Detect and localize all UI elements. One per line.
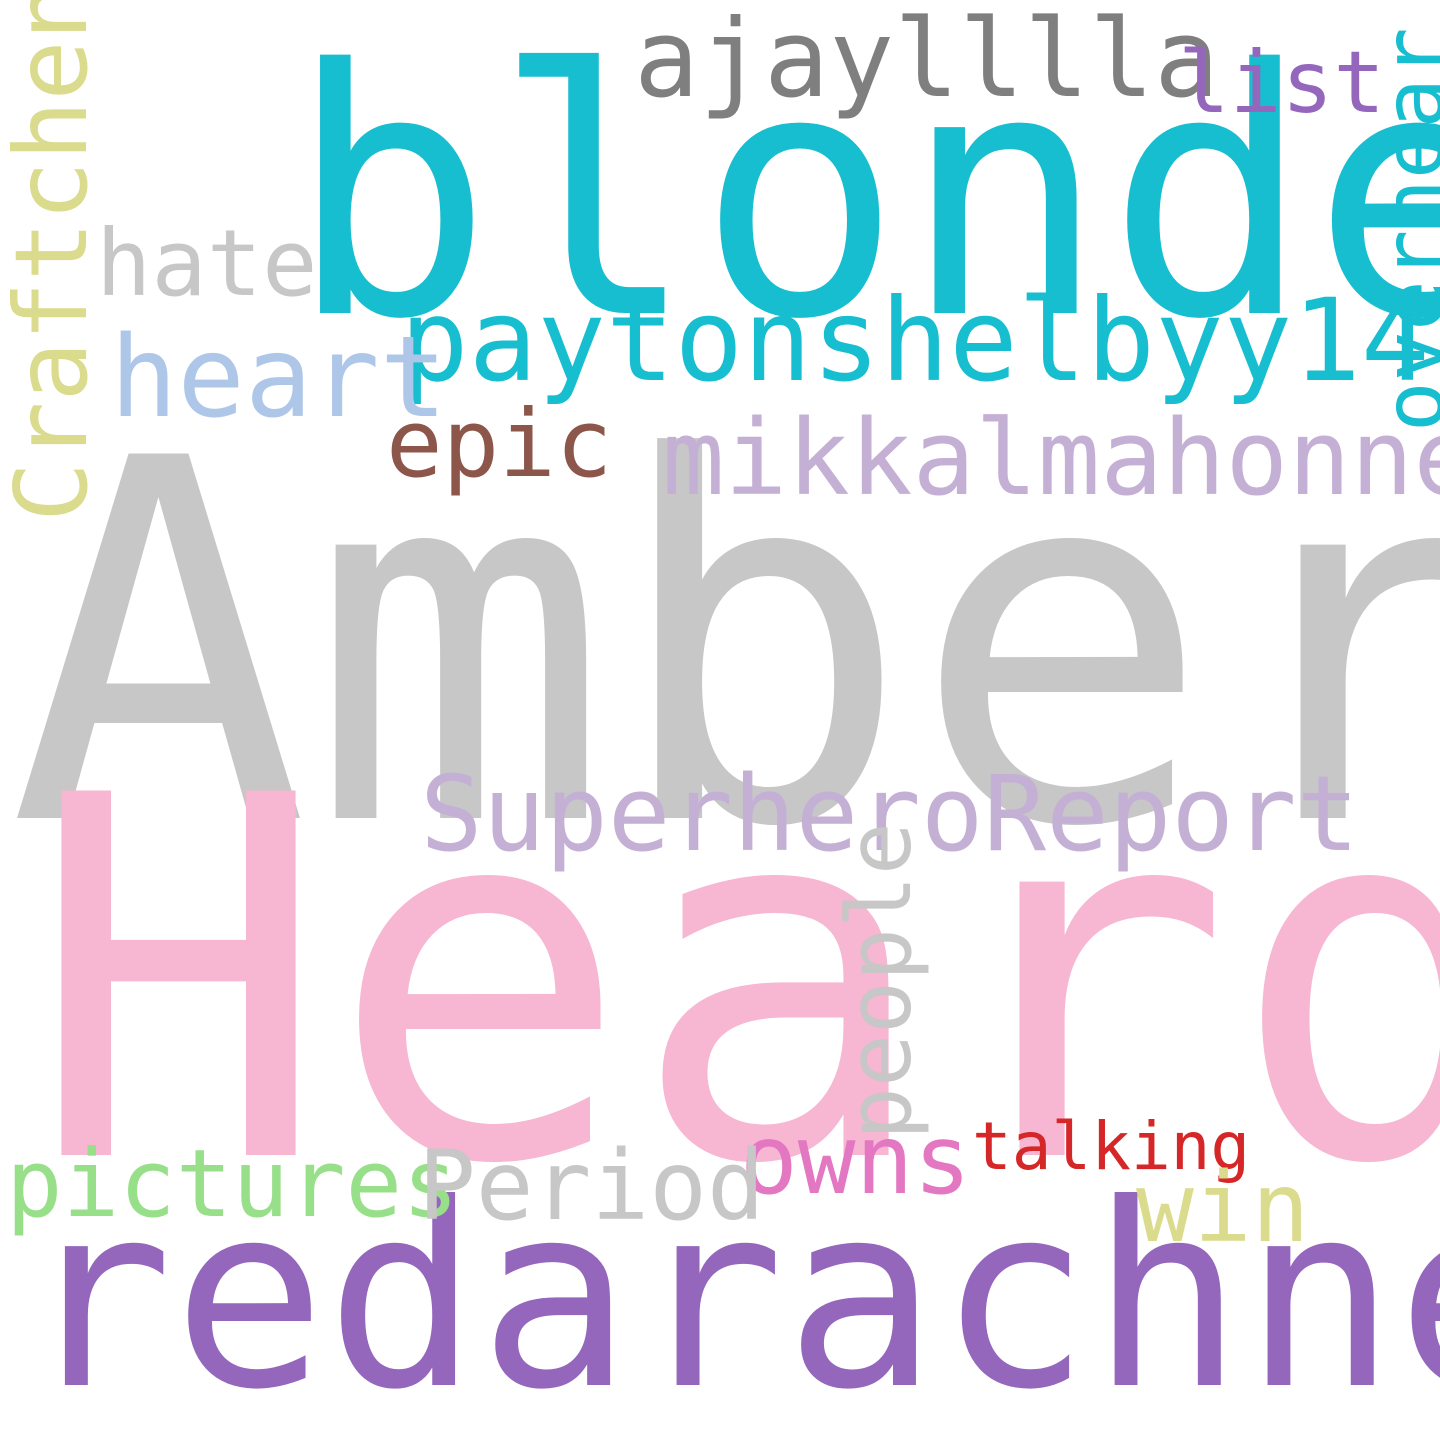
word-talking: talking — [972, 1108, 1251, 1185]
word-pictures: pictures — [6, 1130, 459, 1239]
word-overhear: overhear — [1365, 27, 1440, 432]
word-heard: Heard — [28, 691, 1440, 1273]
word-hate: hate — [96, 210, 318, 317]
word-period: Period — [418, 1130, 765, 1242]
word-owns: owns — [740, 1104, 972, 1216]
word-paytonshelbyy14: paytonshelbyy14 — [400, 274, 1430, 407]
word-superheroreport: SuperheroReport — [420, 753, 1360, 875]
word-amber: Amber — [8, 354, 1440, 936]
word-heart: heart — [110, 313, 448, 443]
word-win: win — [1136, 1152, 1310, 1264]
word-blonde: blonde — [288, 0, 1440, 394]
word-list: list — [1178, 33, 1386, 133]
word-ajaylllla: ajaylllla — [634, 0, 1220, 122]
word-people: people — [828, 822, 931, 1140]
word-epic: epic — [386, 390, 613, 499]
word-craftchen: Craftchen — [0, 0, 110, 522]
word-redarachne: redarachne — [20, 1149, 1440, 1445]
word-mikkalmahonne: mikkalmahonne — [662, 397, 1440, 519]
